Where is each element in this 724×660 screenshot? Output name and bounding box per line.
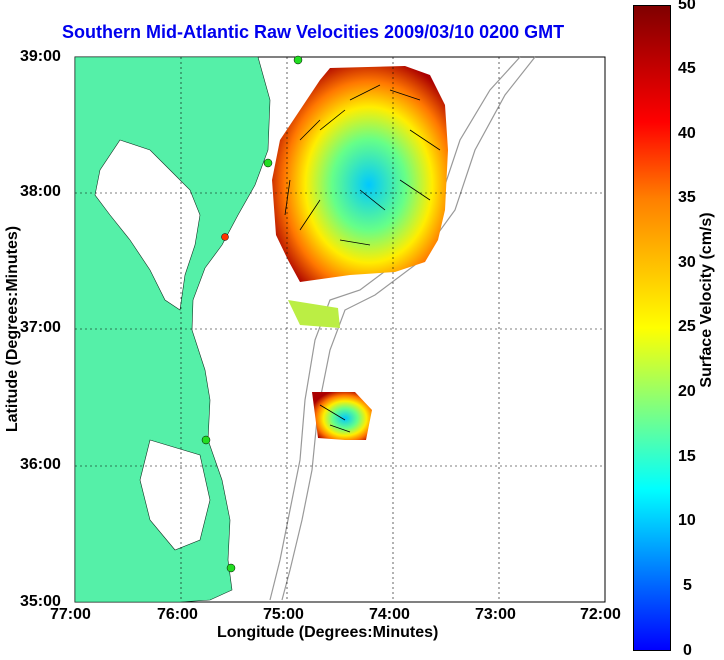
sound-water: [139, 439, 211, 551]
colorbar-tick: 35: [678, 189, 696, 206]
colorbar-tick: 0: [683, 642, 692, 659]
velocity-vectors: [284, 84, 441, 433]
y-tick-label: 36:00: [20, 456, 61, 473]
x-tick-label: 76:00: [157, 606, 198, 623]
station-marker-active: [221, 233, 229, 241]
x-tick-label: 75:00: [263, 606, 304, 623]
y-tick-label: 35:00: [20, 593, 61, 610]
colorbar: [633, 5, 671, 651]
colorbar-tick: 45: [678, 60, 696, 77]
station-marker: [263, 158, 273, 168]
y-tick-label: 38:00: [20, 183, 61, 200]
station-marker: [201, 435, 211, 445]
station-marker: [226, 563, 236, 573]
colorbar-tick: 50: [678, 0, 696, 13]
station-marker: [293, 55, 303, 65]
colorbar-tick: 15: [678, 448, 696, 465]
x-tick-label: 77:00: [50, 606, 91, 623]
chesapeake-bay: [94, 139, 201, 311]
x-axis-label: Longitude (Degrees:Minutes): [217, 624, 439, 641]
station-markers: [201, 55, 303, 573]
velocity-patch-strip: [288, 300, 340, 328]
colorbar-tick: 40: [678, 125, 696, 142]
map-title: Southern Mid-Atlantic Raw Velocities 200…: [62, 22, 565, 42]
bathymetry-contour: [269, 56, 521, 601]
velocity-patch-north: [272, 66, 448, 282]
colorbar-tick: 10: [678, 512, 696, 529]
y-tick-label: 37:00: [20, 319, 61, 336]
y-axis-label: Latitude (Degrees:Minutes): [4, 225, 21, 433]
colorbar-tick: 5: [683, 577, 692, 594]
colorbar-tick: 30: [678, 254, 696, 271]
velocity-patch-south: [312, 392, 372, 440]
grid: [75, 57, 605, 602]
y-tick-label: 39:00: [20, 48, 61, 65]
colorbar-tick: 20: [678, 383, 696, 400]
bathymetry-contour-outer: [281, 56, 536, 601]
x-tick-label: 72:00: [580, 606, 621, 623]
colorbar-tick: 25: [678, 318, 696, 335]
x-tick-label: 74:00: [369, 606, 410, 623]
colorbar-label: Surface Velocity (cm/s): [698, 212, 715, 388]
x-tick-label: 73:00: [475, 606, 516, 623]
